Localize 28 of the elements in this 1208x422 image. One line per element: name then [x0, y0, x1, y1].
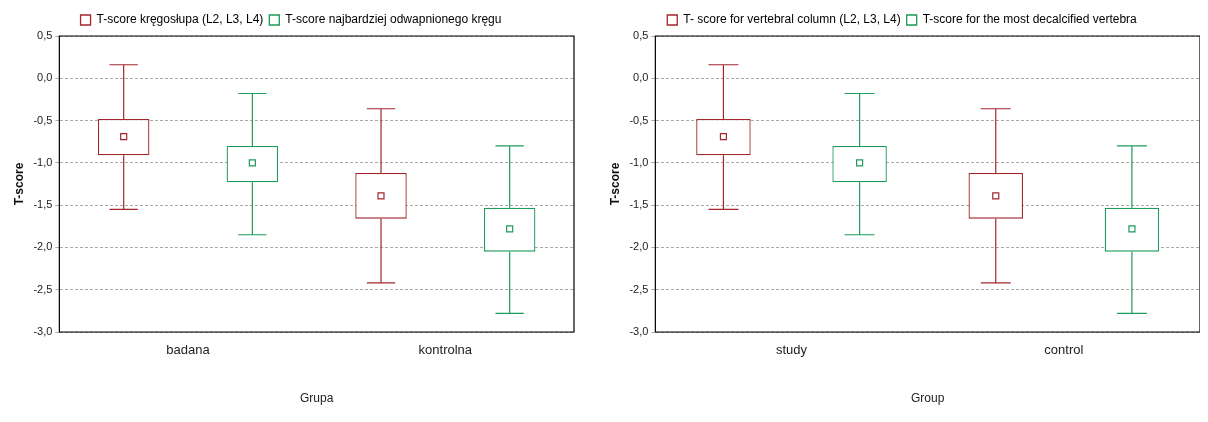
y-tick-label: -3,0	[629, 325, 649, 338]
y-tick-label: -1,0	[629, 155, 649, 168]
x-axis-title: Group	[911, 391, 945, 406]
y-tick-label: -0,5	[33, 113, 53, 126]
legend-label: T-score kręgosłupa (L2, L3, L4)	[96, 12, 264, 27]
y-tick-label: -0,5	[629, 113, 649, 126]
y-tick-label: -2,5	[629, 282, 649, 295]
x-axis-title: Grupa	[300, 391, 334, 406]
x-tick-label: study	[775, 342, 808, 358]
x-tick-label: control	[1044, 342, 1084, 358]
x-tick-label: kontrolna	[418, 342, 473, 358]
y-tick-label: -1,5	[33, 198, 53, 211]
y-tick-label: -2,0	[33, 240, 53, 253]
y-tick-label: -2,0	[629, 240, 649, 253]
y-tick-label: 0,5	[37, 29, 53, 42]
y-tick-label: 0,0	[37, 71, 53, 84]
y-tick-label: 0,5	[633, 29, 649, 42]
y-tick-label: -2,5	[33, 282, 53, 295]
legend-label: T-score for the most decalcified vertebra	[922, 12, 1138, 27]
legend-label: T- score for vertebral column (L2, L3, L4)	[683, 12, 901, 27]
y-axis-title: T-score	[607, 162, 622, 206]
y-tick-label: 0,0	[633, 71, 649, 84]
legend-label: T-score najbardziej odwapnionego kręgu	[285, 12, 502, 27]
x-tick-label: badana	[166, 342, 211, 358]
y-tick-label: -1,5	[629, 198, 649, 211]
y-tick-label: -1,0	[33, 155, 53, 168]
y-axis-title: T-score	[11, 162, 26, 206]
y-tick-label: -3,0	[33, 325, 53, 338]
